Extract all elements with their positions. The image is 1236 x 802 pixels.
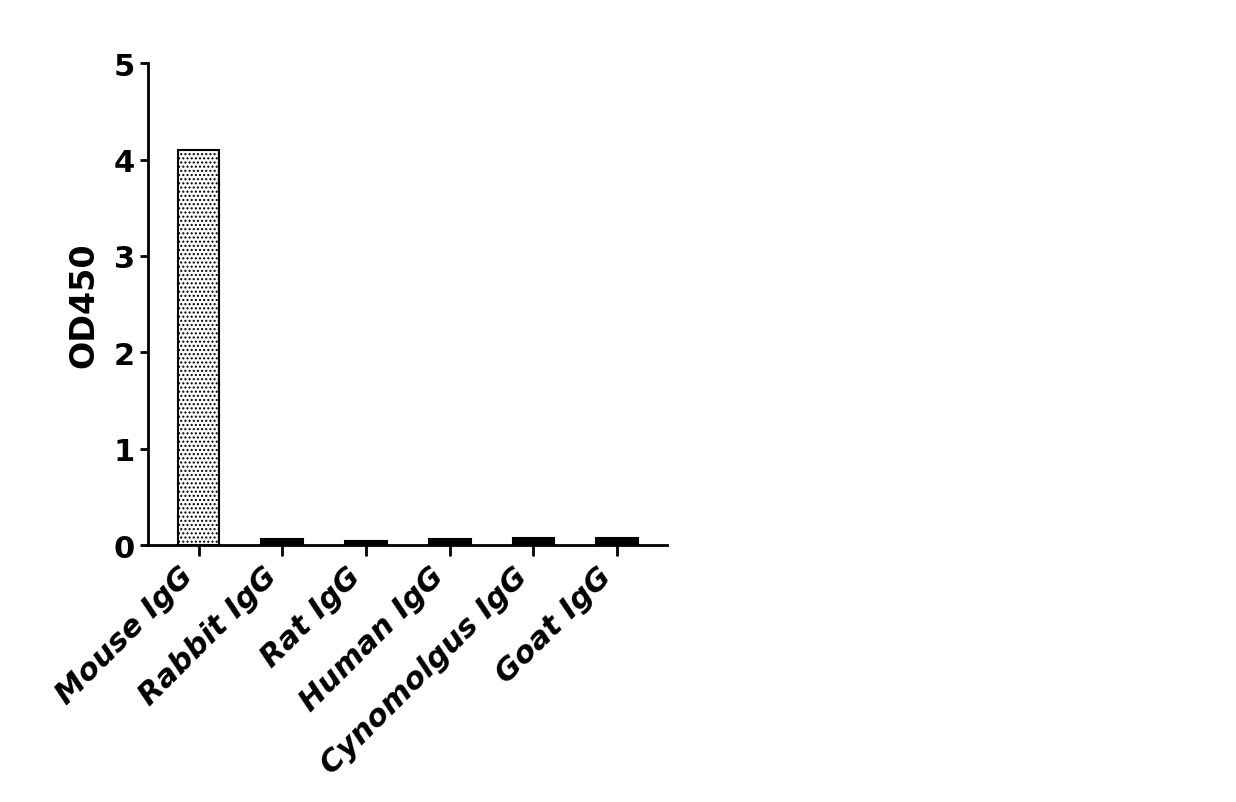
Bar [261,540,303,545]
Bar [596,539,638,545]
Y-axis label: OD450: OD450 [67,242,100,367]
Bar [345,541,387,545]
Bar [178,151,220,545]
Bar [513,539,555,545]
Bar [429,540,471,545]
